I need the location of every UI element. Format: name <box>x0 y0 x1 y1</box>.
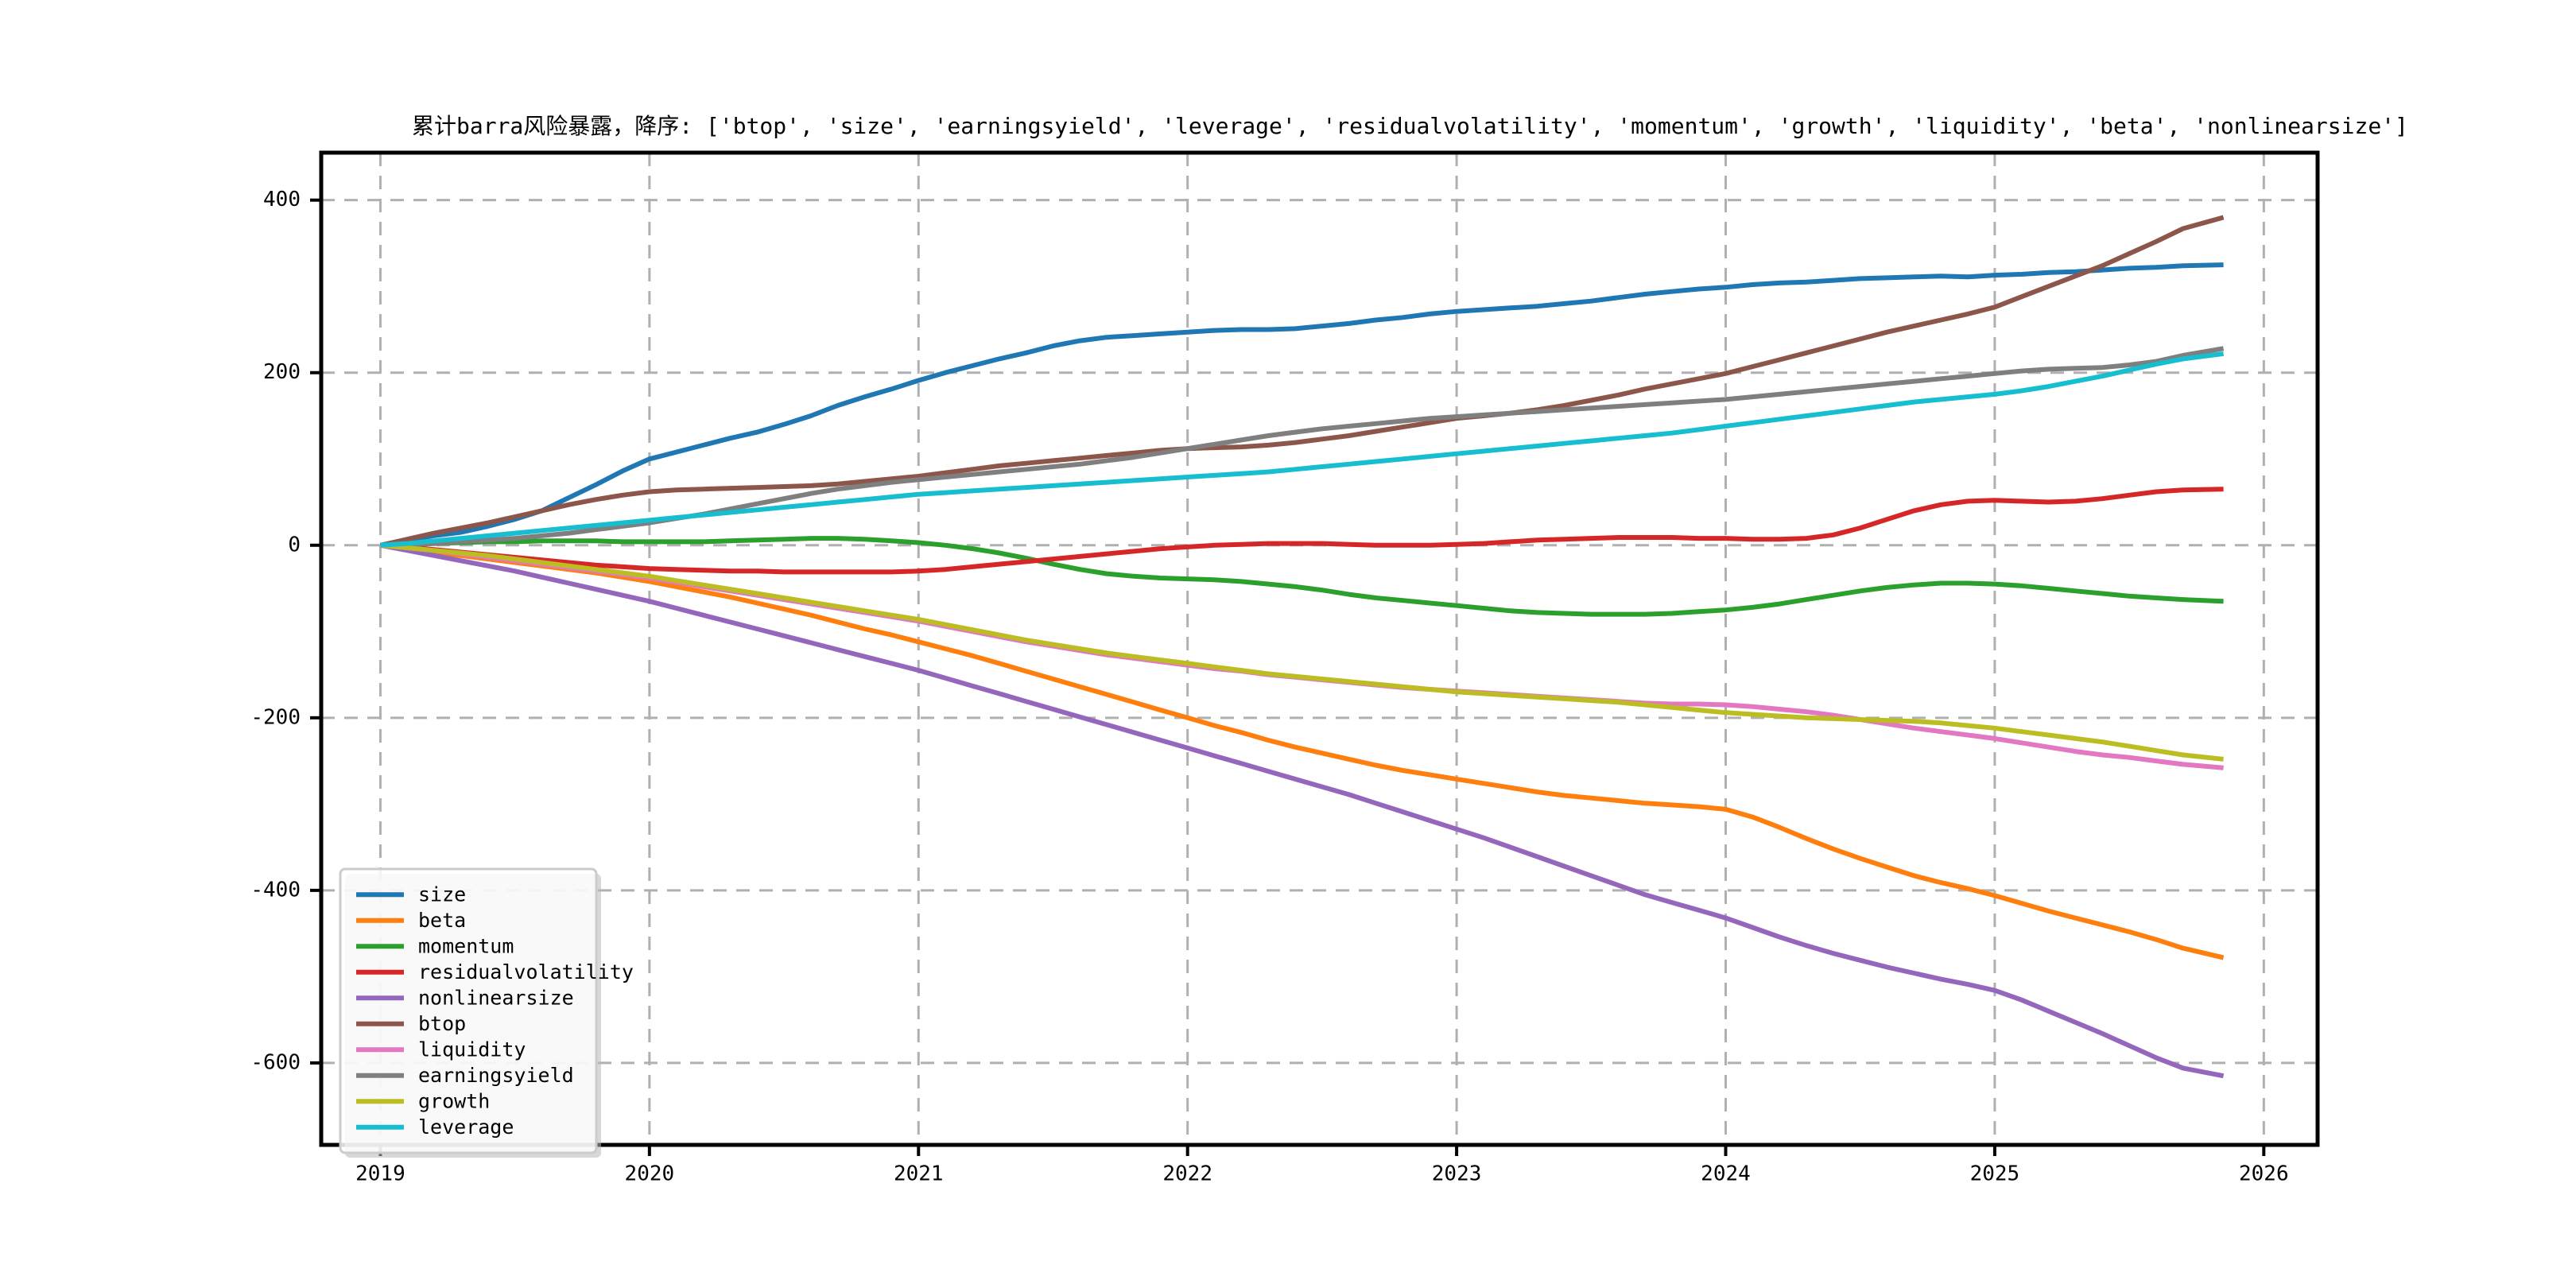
axis-spine-left-bottom <box>319 153 2318 1147</box>
axes-spines <box>319 150 2320 1147</box>
series-line-beta <box>380 542 2225 960</box>
y-tick-label: 400 <box>263 188 301 211</box>
series-line-leverage <box>380 351 2224 548</box>
x-tick-label: 2026 <box>2239 1162 2289 1185</box>
legend-item-size[interactable]: size <box>356 883 466 906</box>
legend-item-growth[interactable]: growth <box>356 1089 490 1112</box>
legend-label: residualvolatility <box>418 960 634 983</box>
legend-label: nonlinearsize <box>418 986 574 1009</box>
x-tick-label: 2025 <box>1970 1162 2020 1185</box>
legend-label: beta <box>418 909 466 932</box>
legend-item-liquidity[interactable]: liquidity <box>356 1038 526 1061</box>
legend-label: leverage <box>418 1115 514 1139</box>
series-line-residualvolatility <box>380 487 2224 575</box>
legend-item-leverage[interactable]: leverage <box>356 1115 514 1139</box>
axis-ticks: 400 200 0 -200 -400 -600 2019 2020 2021 2022 2023 2… <box>250 188 2288 1185</box>
x-tick-label: 2021 <box>894 1162 944 1185</box>
y-tick-label: -600 <box>250 1050 301 1074</box>
y-tick-label: 0 <box>288 533 301 557</box>
x-tick-label: 2020 <box>625 1162 675 1185</box>
y-tick-label: -200 <box>250 705 301 729</box>
legend-label: earningsyield <box>418 1064 574 1087</box>
x-tick-label: 2019 <box>355 1162 405 1185</box>
series-lines <box>379 215 2225 1079</box>
legend-item-btop[interactable]: btop <box>356 1012 466 1035</box>
series-line-btop <box>379 215 2225 548</box>
legend-item-beta[interactable]: beta <box>356 909 466 932</box>
legend-item-nonlinearsize[interactable]: nonlinearsize <box>356 986 574 1009</box>
series-line-growth <box>380 542 2224 762</box>
series-line-size <box>379 262 2224 548</box>
y-tick-label: -400 <box>250 878 301 902</box>
legend-item-momentum[interactable]: momentum <box>356 934 514 957</box>
chart-title: 累计barra风险暴露，降序: ['btop', 'size', 'earnin… <box>412 113 2408 139</box>
legend-label: liquidity <box>418 1038 526 1061</box>
legend-item-residualvolatility[interactable]: residualvolatility <box>356 960 634 983</box>
x-tick-label: 2024 <box>1701 1162 1751 1185</box>
x-tick-label: 2023 <box>1432 1162 1482 1185</box>
series-line-nonlinearsize <box>379 542 2225 1079</box>
x-tick-label: 2022 <box>1162 1162 1212 1185</box>
legend-item-earningsyield[interactable]: earningsyield <box>356 1064 574 1087</box>
legend-box <box>339 867 598 1154</box>
series-line-momentum <box>380 536 2224 617</box>
legend-label: momentum <box>418 934 514 957</box>
legend-label: growth <box>418 1089 490 1112</box>
legend-label: btop <box>418 1012 466 1035</box>
legend-label: size <box>418 883 466 906</box>
y-tick-label: 200 <box>263 360 301 384</box>
